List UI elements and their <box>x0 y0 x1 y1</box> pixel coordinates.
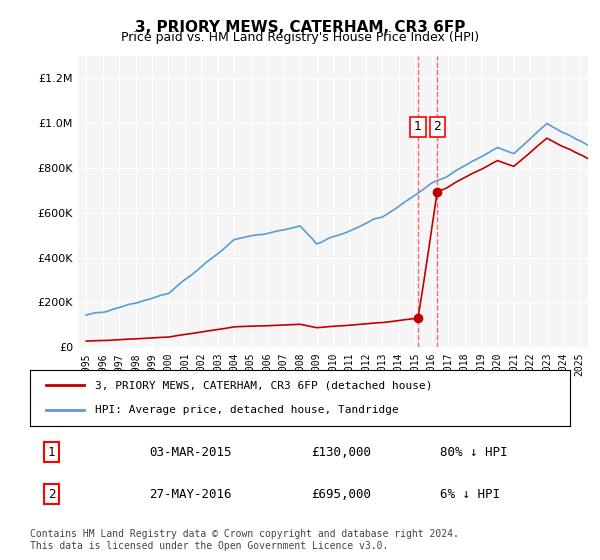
Text: HPI: Average price, detached house, Tandridge: HPI: Average price, detached house, Tand… <box>95 405 398 415</box>
Text: 27-MAY-2016: 27-MAY-2016 <box>149 488 232 501</box>
Text: 2: 2 <box>433 120 441 133</box>
Text: 2: 2 <box>48 488 55 501</box>
Text: 3, PRIORY MEWS, CATERHAM, CR3 6FP: 3, PRIORY MEWS, CATERHAM, CR3 6FP <box>135 20 465 35</box>
Text: 80% ↓ HPI: 80% ↓ HPI <box>440 446 508 459</box>
Text: 6% ↓ HPI: 6% ↓ HPI <box>440 488 500 501</box>
Text: £130,000: £130,000 <box>311 446 371 459</box>
Text: 1: 1 <box>414 120 422 133</box>
Text: Contains HM Land Registry data © Crown copyright and database right 2024.
This d: Contains HM Land Registry data © Crown c… <box>30 529 459 551</box>
Text: 3, PRIORY MEWS, CATERHAM, CR3 6FP (detached house): 3, PRIORY MEWS, CATERHAM, CR3 6FP (detac… <box>95 380 432 390</box>
Text: Price paid vs. HM Land Registry's House Price Index (HPI): Price paid vs. HM Land Registry's House … <box>121 31 479 44</box>
Text: 03-MAR-2015: 03-MAR-2015 <box>149 446 232 459</box>
Text: 1: 1 <box>48 446 55 459</box>
Text: £695,000: £695,000 <box>311 488 371 501</box>
